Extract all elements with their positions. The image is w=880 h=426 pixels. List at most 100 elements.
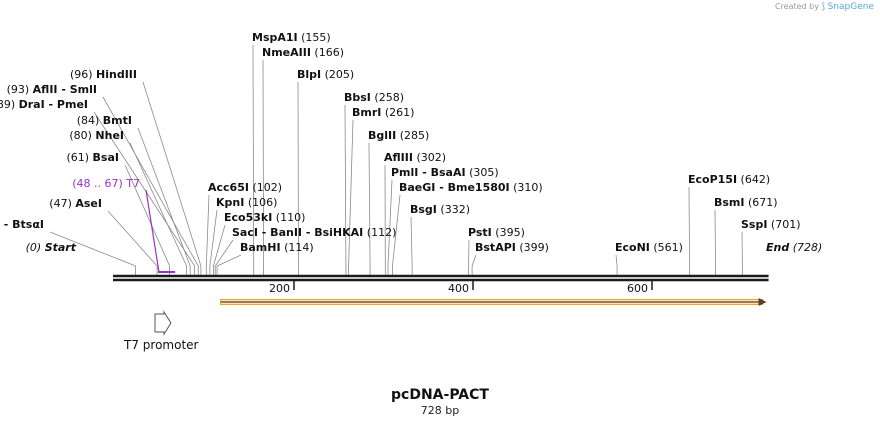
site-label-3[interactable]: (47) AseI xyxy=(49,197,102,210)
site-name: PstI xyxy=(468,226,492,239)
site-name: KpnI xyxy=(216,196,244,209)
bp-ruler: 200 400 600 xyxy=(269,281,653,295)
site-position: (114) xyxy=(281,241,314,254)
site-label-15[interactable]: MspA1I (155) xyxy=(252,31,331,44)
site-name: Acc65I xyxy=(208,181,249,194)
site-name: NmeAIII xyxy=(262,46,311,59)
site-label-13[interactable]: SacI - BanII - BsiHKAI (112) xyxy=(232,226,396,239)
site-label-4[interactable]: (61) BsaI xyxy=(66,151,119,164)
site-position: (102) xyxy=(249,181,282,194)
site-position: (106) xyxy=(244,196,277,209)
site-name: BaeGI - Bme1580I xyxy=(399,181,510,194)
site-position: (399) xyxy=(516,241,549,254)
site-name: SacI - BanII - BsiHKAI xyxy=(232,226,363,239)
site-labels: (0) Start (23) BtsI - BtsαI (47) AseI (61) … xyxy=(0,31,822,254)
orf-arrow[interactable] xyxy=(220,298,767,306)
site-position: (112) xyxy=(363,226,396,239)
site-label-25[interactable]: PstI (395) xyxy=(468,226,525,239)
ruler-label-400: 400 xyxy=(448,282,469,295)
site-tick-2 xyxy=(49,231,136,276)
site-label-17[interactable]: BlpI (205) xyxy=(297,68,354,81)
site-tick-8 xyxy=(102,96,199,276)
site-name: AflIII xyxy=(384,151,413,164)
site-label-7[interactable]: (89) DraI - PmeI xyxy=(0,98,88,111)
site-label-30[interactable]: SspI (701) xyxy=(741,218,801,231)
site-label-12[interactable]: Eco53kI (110) xyxy=(224,211,305,224)
site-name: BglII xyxy=(368,129,396,142)
site-position: (93) xyxy=(7,83,33,96)
plasmid-name: pcDNA-PACT xyxy=(391,387,489,403)
site-name: Start xyxy=(45,241,77,254)
site-name: End xyxy=(766,241,789,254)
feature-t7-promoter[interactable]: T7 promoter xyxy=(123,310,199,352)
site-tick-20 xyxy=(368,142,371,276)
site-name: EcoNI xyxy=(615,241,650,254)
site-name: SspI xyxy=(741,218,767,231)
site-label-21[interactable]: AflIII (302) xyxy=(384,151,446,164)
site-tick-5 xyxy=(129,142,188,276)
site-label-5[interactable]: (80) NheI xyxy=(69,129,124,142)
site-position: (261) xyxy=(381,106,414,119)
site-label-27[interactable]: EcoNI (561) xyxy=(615,241,683,254)
site-name: MspA1I xyxy=(252,31,298,44)
site-label-20[interactable]: BglII (285) xyxy=(368,129,429,142)
site-label-8[interactable]: (93) AflII - SmlI xyxy=(7,83,97,96)
branding-prefix: Created by xyxy=(774,2,819,11)
site-name: BlpI xyxy=(297,68,321,81)
site-tick-29 xyxy=(714,209,716,276)
primer-label[interactable]: (48 .. 67) T7 xyxy=(72,177,140,190)
site-position: (395) xyxy=(492,226,525,239)
site-name: BmrI xyxy=(352,106,381,119)
site-name: BsgI xyxy=(410,203,437,216)
site-position: (728) xyxy=(789,241,822,254)
site-name: BsmI xyxy=(714,196,745,209)
site-label-31[interactable]: End (728) xyxy=(766,241,822,254)
site-label-26[interactable]: BstAPI (399) xyxy=(475,241,549,254)
site-tick-22 xyxy=(387,179,393,276)
site-tick-28 xyxy=(688,186,690,276)
ruler-label-200: 200 xyxy=(269,282,290,295)
site-label-14[interactable]: BamHI (114) xyxy=(240,241,314,254)
site-label-9[interactable]: (96) HindIII xyxy=(70,68,137,81)
site-label-28[interactable]: EcoP15I (642) xyxy=(688,173,770,186)
site-label-6[interactable]: (84) BmtI xyxy=(77,114,132,127)
site-label-22[interactable]: PmlI - BsaAI (305) xyxy=(391,166,499,179)
site-position: (671) xyxy=(745,196,778,209)
site-label-10[interactable]: Acc65I (102) xyxy=(208,181,282,194)
feature-label[interactable]: T7 promoter xyxy=(123,338,199,352)
site-name: BsaI xyxy=(93,151,119,164)
site-tick-26 xyxy=(471,254,477,276)
site-label-11[interactable]: KpnI (106) xyxy=(216,196,277,209)
site-tick-lines xyxy=(49,44,743,276)
site-position: (642) xyxy=(737,173,770,186)
site-position: (305) xyxy=(466,166,499,179)
site-position: (47) xyxy=(49,197,75,210)
site-name: HindIII xyxy=(96,68,137,81)
ruler-label-600: 600 xyxy=(627,282,648,295)
site-tick-18 xyxy=(344,104,347,276)
site-label-29[interactable]: BsmI (671) xyxy=(714,196,778,209)
site-label-1[interactable]: (0) Start xyxy=(26,241,77,254)
site-name: PmlI - BsaAI xyxy=(391,166,466,179)
site-tick-6 xyxy=(137,127,191,276)
site-tick-3 xyxy=(107,210,158,276)
site-position: (155) xyxy=(298,31,331,44)
site-tick-27 xyxy=(615,254,618,276)
site-position: (310) xyxy=(510,181,543,194)
site-label-19[interactable]: BmrI (261) xyxy=(352,106,414,119)
promoter-arrow-icon xyxy=(154,310,172,336)
site-tick-9 xyxy=(142,81,202,276)
site-label-16[interactable]: NmeAIII (166) xyxy=(262,46,344,59)
site-tick-24 xyxy=(410,216,413,276)
site-name: BstAPI xyxy=(475,241,516,254)
site-label-18[interactable]: BbsI (258) xyxy=(344,91,404,104)
site-label-2[interactable]: (23) BtsI - BtsαI xyxy=(0,218,44,231)
site-label-23[interactable]: BaeGI - Bme1580I (310) xyxy=(399,181,543,194)
site-position: (701) xyxy=(767,218,800,231)
site-label-24[interactable]: BsgI (332) xyxy=(410,203,470,216)
branding: Created by ⟆ SnapGene xyxy=(775,2,874,12)
primer-t7[interactable]: (48 .. 67) T7 xyxy=(72,177,175,273)
site-position: (285) xyxy=(396,129,429,142)
site-position: (166) xyxy=(311,46,344,59)
